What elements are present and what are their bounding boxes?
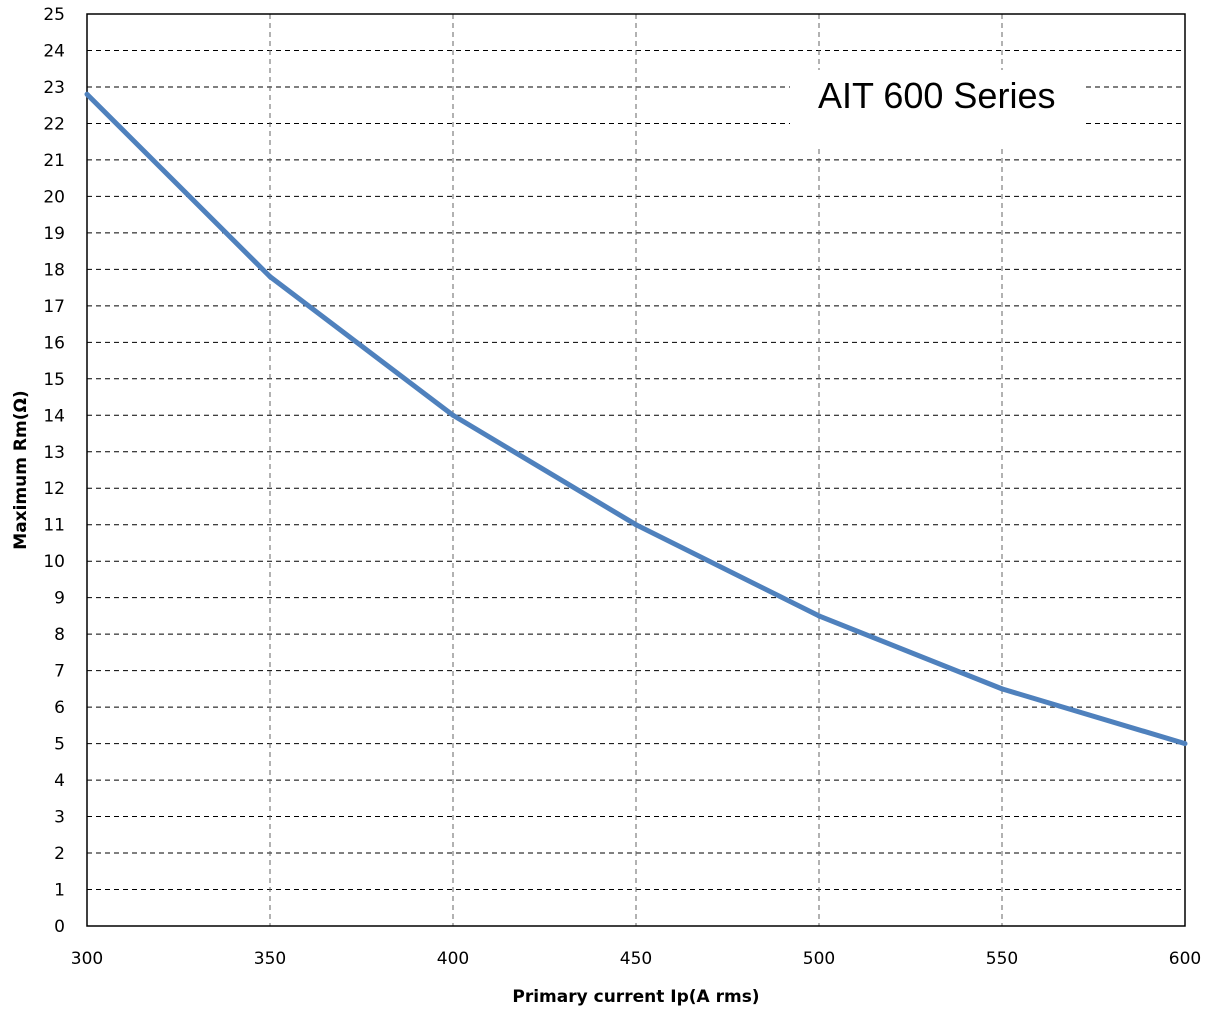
y-tick-label: 19 xyxy=(43,224,65,244)
y-tick-label: 21 xyxy=(43,151,65,171)
y-tick-label: 13 xyxy=(43,443,65,463)
data-point xyxy=(267,274,273,280)
y-tick-label: 7 xyxy=(54,662,65,682)
data-point xyxy=(633,522,639,528)
x-tick-label: 350 xyxy=(254,949,286,969)
y-tick-label: 17 xyxy=(43,297,65,317)
plot-area-border xyxy=(86,13,1186,927)
series-layer xyxy=(84,91,1188,747)
y-tick-label: 25 xyxy=(43,5,65,25)
y-tick-label: 23 xyxy=(43,78,65,98)
y-tick-label: 18 xyxy=(43,260,65,280)
y-tick-label: 20 xyxy=(43,187,65,207)
y-tick-label: 4 xyxy=(54,771,65,791)
annotation-box: AIT 600 Series xyxy=(790,70,1085,145)
y-axis-title: Maximum Rm(Ω) xyxy=(11,390,31,549)
x-axis-title: Primary current Ip(A rms) xyxy=(512,987,759,1007)
y-tick-label: 6 xyxy=(54,698,65,718)
y-tick-label: 3 xyxy=(54,808,65,828)
y-tick-label: 12 xyxy=(43,479,65,499)
x-tick-label: 500 xyxy=(803,949,835,969)
data-point xyxy=(816,613,822,619)
y-tick-label: 8 xyxy=(54,625,65,645)
y-tick-label: 9 xyxy=(54,589,65,609)
annotation-background xyxy=(790,70,1085,145)
data-point xyxy=(450,412,456,418)
annotation-label: AIT 600 Series xyxy=(818,75,1055,116)
y-tick-label: 10 xyxy=(43,552,65,572)
data-point xyxy=(999,686,1005,692)
y-tick-label: 2 xyxy=(54,844,65,864)
tick-labels: 0123456789101112131415161718192021222324… xyxy=(43,5,1201,969)
x-tick-label: 300 xyxy=(71,949,103,969)
y-tick-label: 24 xyxy=(43,41,65,61)
y-tick-label: 5 xyxy=(54,735,65,755)
y-tick-label: 0 xyxy=(54,917,65,937)
x-tick-label: 550 xyxy=(986,949,1018,969)
y-tick-label: 1 xyxy=(54,881,65,901)
x-tick-label: 400 xyxy=(437,949,469,969)
y-tick-label: 15 xyxy=(43,370,65,390)
data-point xyxy=(1182,741,1188,747)
y-tick-label: 11 xyxy=(43,516,65,536)
data-point xyxy=(84,91,90,97)
x-tick-label: 450 xyxy=(620,949,652,969)
y-tick-label: 22 xyxy=(43,114,65,134)
y-tick-label: 16 xyxy=(43,333,65,353)
x-tick-label: 600 xyxy=(1169,949,1201,969)
y-tick-label: 14 xyxy=(43,406,65,426)
